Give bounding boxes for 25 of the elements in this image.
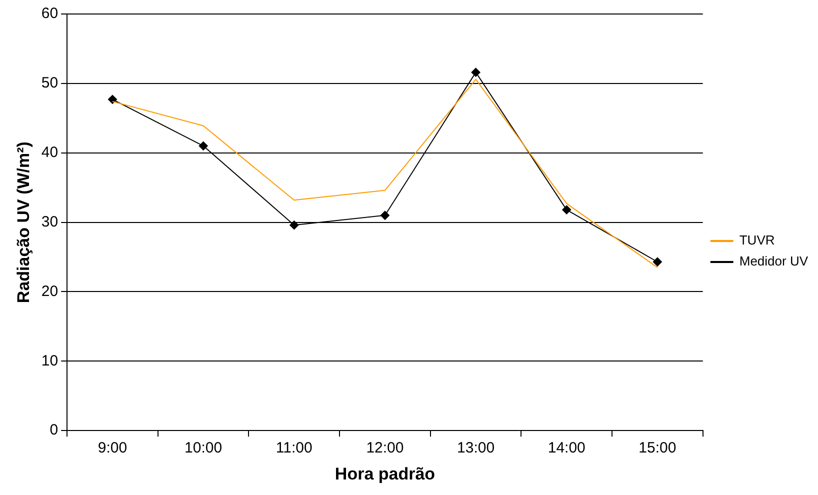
point (562, 205, 572, 214)
y-tick-label: 0 (50, 422, 58, 439)
x-tick-label: 9:00 (98, 440, 128, 457)
y-tick-label: 50 (41, 74, 58, 92)
legend-label: Medidor UV (739, 254, 808, 269)
point (290, 220, 299, 230)
point (471, 68, 480, 77)
point (198, 141, 208, 150)
point (108, 94, 117, 104)
x-tick-label: 11:00 (276, 440, 312, 457)
point (652, 257, 662, 266)
x-tick-label: 12:00 (366, 440, 404, 457)
y-tick-label: 30 (41, 213, 58, 230)
y-axis-title: Radiação UV (W/m²) (14, 142, 33, 304)
x-axis-title: Hora padrão (334, 464, 436, 484)
x-tick-label: 15:00 (638, 440, 676, 457)
x-tick-label: 13:00 (457, 440, 495, 457)
x-tick-label: 10:00 (184, 440, 222, 457)
y-tick-label: 60 (41, 5, 58, 22)
y-tick-label: 10 (41, 352, 58, 370)
y-tick-label: 40 (41, 144, 58, 162)
point (380, 210, 390, 220)
legend-label: TUVR (739, 232, 775, 248)
x-tick-label: 14:00 (548, 440, 586, 457)
y-tick-label: 20 (41, 282, 58, 300)
